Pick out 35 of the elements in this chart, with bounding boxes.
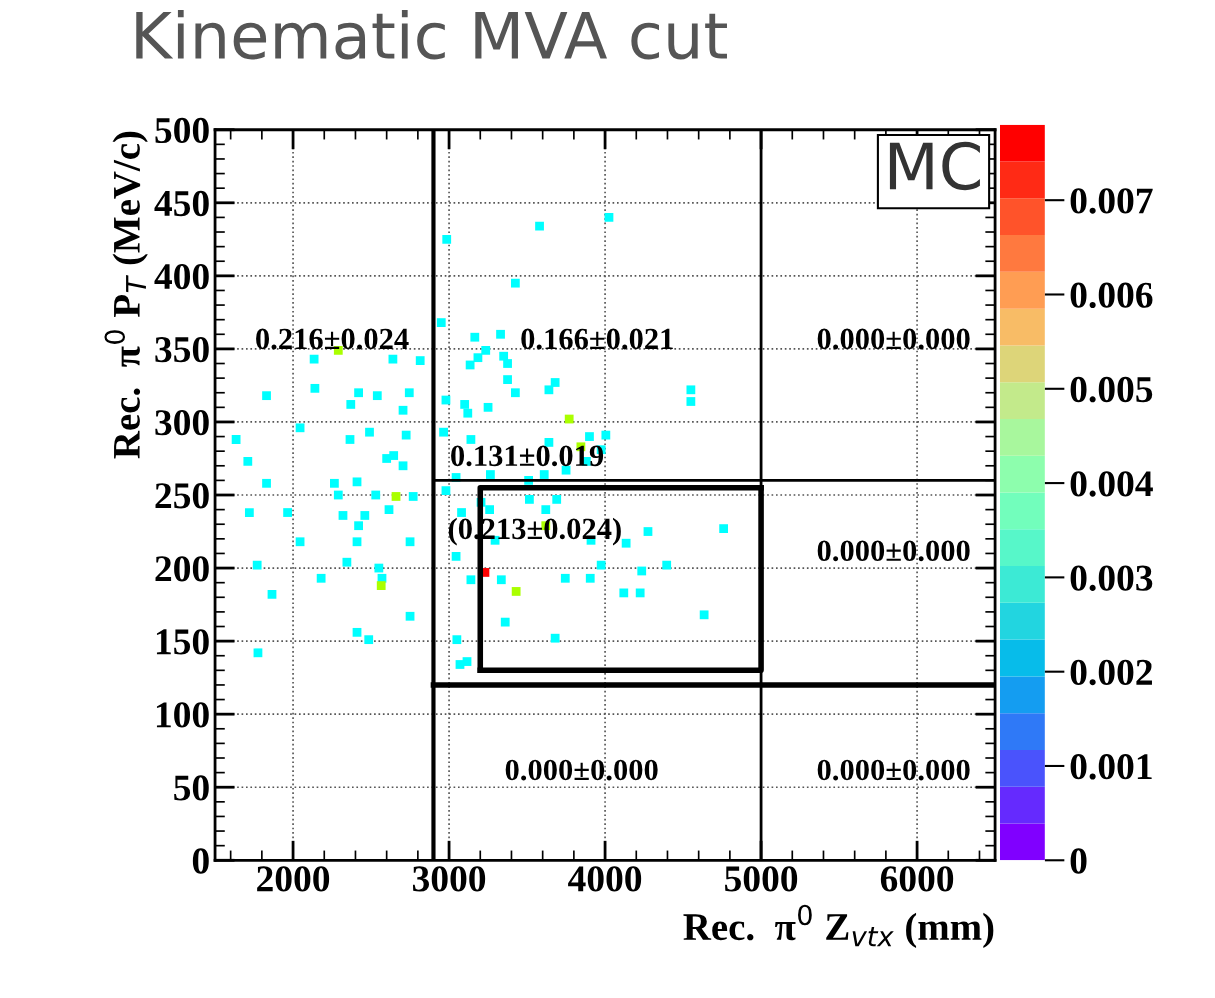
y-tick-label: 300 <box>155 410 209 436</box>
y-tick-label: 200 <box>155 556 209 582</box>
annotation: 0.166±0.021 <box>521 328 673 350</box>
x-tick-label: 6000 <box>880 866 954 892</box>
color-bar-label: 0.006 <box>1070 282 1153 309</box>
y-tick-label: 150 <box>156 629 209 655</box>
color-bar-label: 0.007 <box>1070 188 1153 214</box>
y-tick-label: 500 <box>155 117 209 144</box>
y-tick-label: 350 <box>155 336 209 363</box>
color-bar-label: 0.001 <box>1070 754 1152 780</box>
annotation: 0.000±0.000 <box>817 759 970 781</box>
annotation: 0.000±0.000 <box>505 759 658 781</box>
color-bar-label: 0 <box>1070 848 1087 874</box>
y-tick-label: 400 <box>154 263 209 290</box>
annotation: 0.131±0.019 <box>451 445 604 467</box>
x-tick-label: 2000 <box>257 866 330 892</box>
color-bar-label: 0.002 <box>1070 659 1152 686</box>
x-tick-label: 3000 <box>412 866 486 892</box>
chart-title: Kinematic MVA cut <box>136 9 727 60</box>
annotation: MC <box>889 141 980 191</box>
y-tick-label: 0 <box>192 848 209 874</box>
x-axis-title: Rec. π$^{0}$ Z$_{vtx}$ (mm) <box>683 904 994 949</box>
x-tick-label: 5000 <box>725 866 798 892</box>
color-bar-label: 0.005 <box>1070 376 1153 403</box>
annotation: 0.000±0.000 <box>817 540 970 562</box>
y-axis-title: Rec. π$^{0}$ P$_{T}$ (MeV/c) <box>104 131 148 459</box>
annotation: 0.216±0.024 <box>256 328 409 350</box>
y-tick-label: 450 <box>154 190 209 217</box>
y-tick-label: 50 <box>174 775 209 801</box>
x-tick-label: 4000 <box>568 866 642 892</box>
color-bar-label: 0.003 <box>1070 565 1153 591</box>
y-tick-label: 250 <box>155 483 209 509</box>
y-tick-label: 100 <box>156 702 209 728</box>
annotation: 0.000±0.000 <box>817 328 970 350</box>
color-bar-label: 0.004 <box>1070 471 1153 497</box>
